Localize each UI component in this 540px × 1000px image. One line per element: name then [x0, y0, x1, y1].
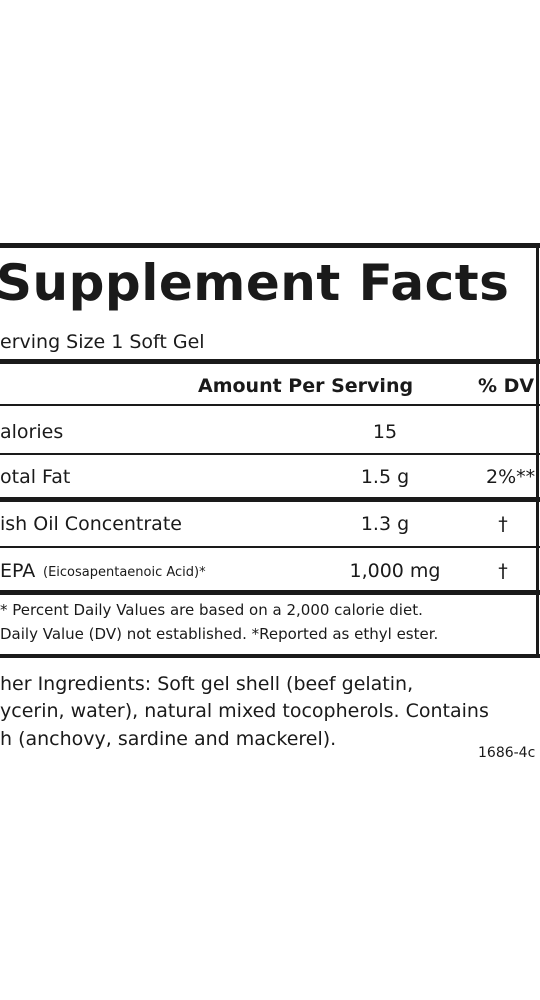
row-label: otal Fat — [0, 466, 71, 488]
rule — [0, 453, 540, 455]
ingredients-line: h (anchovy, sardine and mackerel). — [0, 728, 337, 750]
rule — [0, 243, 540, 248]
column-header: Amount Per Serving — [198, 375, 414, 397]
row-amount: 1.3 g — [360, 513, 410, 535]
title: Supplement Facts — [0, 254, 510, 312]
row-amount: 1,000 mg — [349, 560, 441, 582]
row-dv: 2%** — [486, 466, 536, 488]
footnote: Daily Value (DV) not established. *Repor… — [0, 625, 439, 643]
column-header: % DV — [478, 375, 535, 397]
rule — [0, 590, 540, 595]
rule — [0, 546, 540, 548]
rule — [0, 497, 540, 502]
row-amount: 1.5 g — [360, 466, 410, 488]
row-dv: † — [498, 513, 508, 535]
serving-size: erving Size 1 Soft Gel — [0, 331, 205, 353]
row-label: ish Oil Concentrate — [0, 513, 182, 535]
row-amount: 15 — [372, 421, 398, 443]
ingredients-line: her Ingredients: Soft gel shell (beef ge… — [0, 673, 414, 695]
row-label: alories — [0, 421, 64, 443]
row-dv: † — [498, 560, 508, 582]
row-label: EPA — [0, 560, 36, 582]
row-sublabel: (Eicosapentaenoic Acid)* — [43, 565, 206, 580]
rule — [0, 359, 540, 364]
ingredients-line: ycerin, water), natural mixed tocopherol… — [0, 700, 489, 722]
product-code: 1686-4c — [478, 745, 536, 761]
rule — [0, 654, 540, 658]
rule — [0, 404, 540, 406]
footnote: * Percent Daily Values are based on a 2,… — [0, 601, 423, 619]
border — [536, 243, 539, 658]
